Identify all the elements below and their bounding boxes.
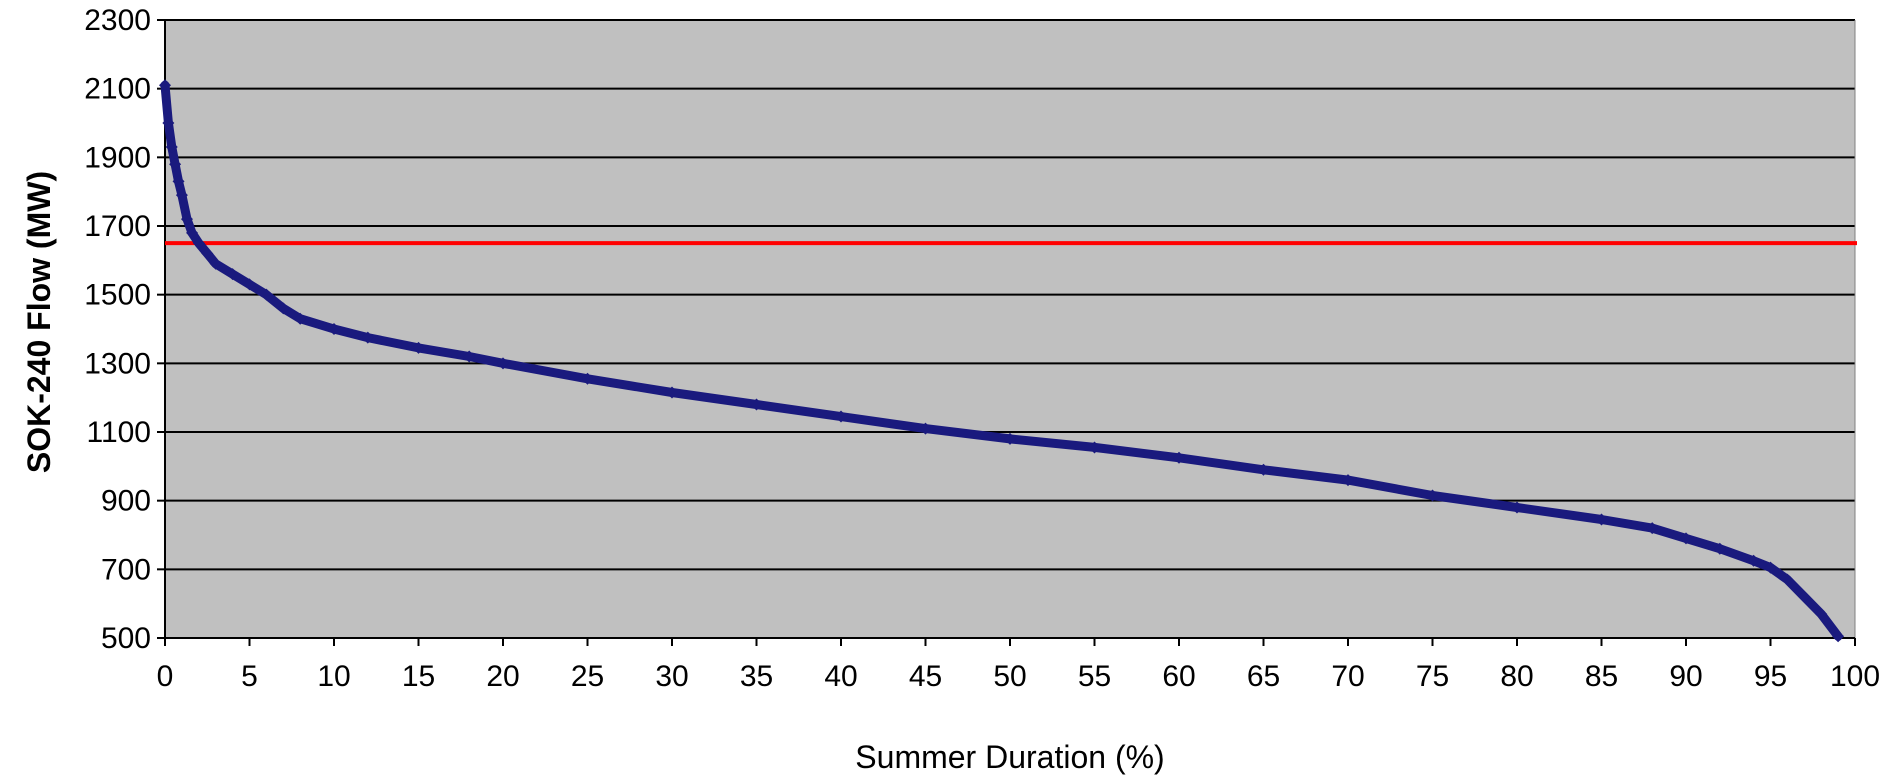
data-point <box>201 247 214 260</box>
data-point <box>180 213 193 226</box>
data-point <box>835 410 847 423</box>
grid-lines <box>165 19 1856 638</box>
x-tick-label: 20 <box>486 660 519 693</box>
data-point <box>1815 607 1828 620</box>
y-axis-title: SOK-240 Flow (MW) <box>21 171 57 473</box>
data-point <box>159 79 171 92</box>
data-point <box>165 141 178 154</box>
data-point <box>226 268 239 281</box>
data-point <box>1511 501 1523 514</box>
data-point <box>169 158 182 171</box>
x-tick-label: 90 <box>1669 660 1702 693</box>
x-tick-label: 45 <box>909 660 942 693</box>
data-point <box>463 350 476 363</box>
data-point <box>1173 451 1185 464</box>
data-point <box>294 312 307 325</box>
data-point <box>1680 532 1692 545</box>
x-tick-label: 100 <box>1830 660 1880 693</box>
y-tick-label: 1700 <box>84 210 151 243</box>
x-tick-label: 80 <box>1500 660 1533 693</box>
data-point <box>1342 474 1354 487</box>
y-tick-label: 1500 <box>84 279 151 312</box>
x-tick-label: 70 <box>1331 660 1364 693</box>
x-tick-label: 15 <box>402 660 435 693</box>
x-tick-label: 25 <box>571 660 604 693</box>
data-point <box>497 357 509 370</box>
x-tick-label: 75 <box>1416 660 1449 693</box>
data-point <box>666 386 678 399</box>
y-tick-label: 500 <box>101 622 151 655</box>
data-point <box>328 323 340 335</box>
data-point <box>1747 554 1760 567</box>
data-point <box>412 341 425 354</box>
data-point <box>172 175 185 188</box>
x-tick-label: 5 <box>241 660 258 693</box>
data-point <box>186 226 199 239</box>
data-point <box>750 398 763 411</box>
data-point <box>1832 630 1845 643</box>
x-tick-label: 55 <box>1078 660 1111 693</box>
data-point <box>192 237 205 250</box>
data-point <box>1004 432 1016 445</box>
x-tick-label: 0 <box>157 660 174 693</box>
y-tick-label: 2300 <box>84 4 151 37</box>
data-point <box>1257 463 1270 476</box>
data-point <box>175 189 188 202</box>
data-point <box>1764 561 1777 574</box>
y-tick-label: 2100 <box>84 73 151 106</box>
data-point <box>1646 522 1659 535</box>
data-point <box>209 257 222 270</box>
data-point <box>581 372 594 385</box>
data-point <box>277 302 290 315</box>
data-point <box>1798 590 1811 603</box>
x-tick-label: 60 <box>1162 660 1195 693</box>
data-point <box>243 278 256 291</box>
x-tick-label: 95 <box>1754 660 1787 693</box>
y-tick-label: 1900 <box>84 141 151 174</box>
x-tick-label: 50 <box>993 660 1026 693</box>
x-tick-label: 85 <box>1585 660 1618 693</box>
data-point <box>162 117 175 129</box>
y-tick-label: 700 <box>101 553 151 586</box>
x-tick-label: 35 <box>740 660 773 693</box>
x-tick-label: 10 <box>317 660 350 693</box>
data-point <box>1595 513 1608 526</box>
x-axis-title: Summer Duration (%) <box>855 739 1164 775</box>
x-tick-label: 65 <box>1247 660 1280 693</box>
plot-area <box>165 20 1855 638</box>
x-tick-label: 40 <box>824 660 857 693</box>
x-tick-label: 30 <box>655 660 688 693</box>
data-point <box>919 422 932 435</box>
y-tick-labels: 500 700 900 1100 1300 1500 1700 1900 2100 2300 <box>84 4 151 655</box>
data-point <box>1088 441 1101 454</box>
y-tick-label: 900 <box>101 485 151 518</box>
data-point <box>1713 542 1726 555</box>
data-point <box>260 288 273 301</box>
data-point <box>361 331 374 344</box>
x-tick-labels: 0 5 10 15 20 25 30 35 40 45 50 55 60 65 70 75 80 85 90 95 10… <box>157 660 1880 693</box>
data-point <box>1781 573 1794 586</box>
data-point <box>1426 489 1439 502</box>
series-layer <box>159 79 1845 643</box>
y-tick-label: 1100 <box>86 416 151 449</box>
y-tick-label: 1300 <box>84 347 151 380</box>
